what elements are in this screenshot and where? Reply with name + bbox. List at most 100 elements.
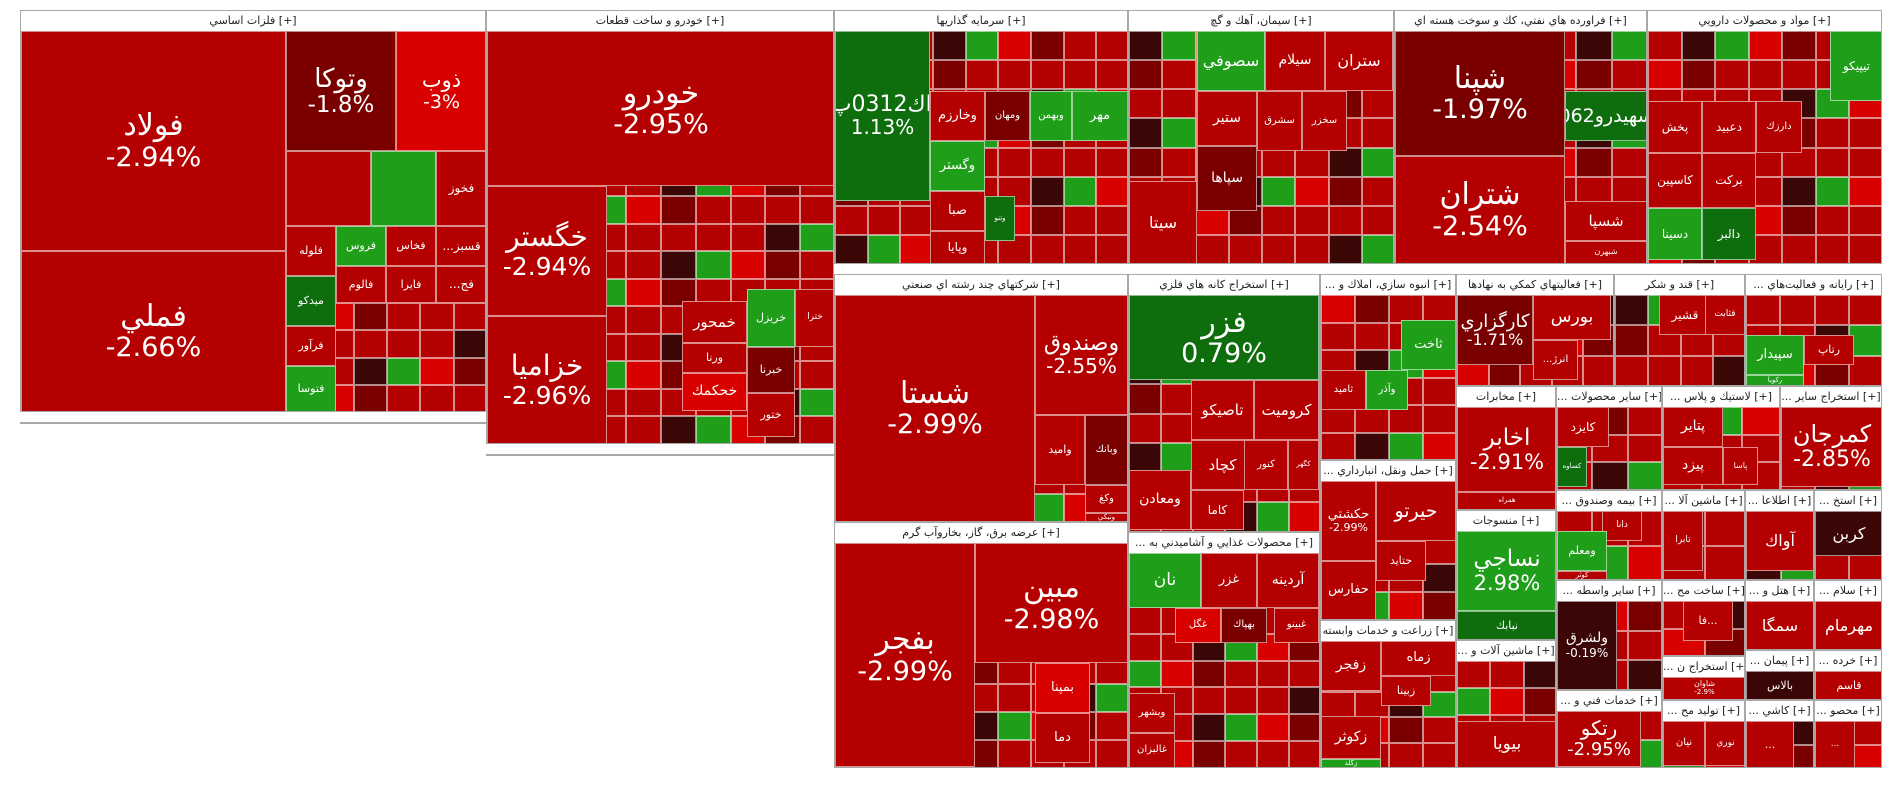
filler-tile[interactable]: [1849, 147, 1881, 177]
stock-tile[interactable]: وگستر: [930, 141, 985, 191]
filler-tile[interactable]: [1063, 147, 1097, 177]
sector-title[interactable]: سرمايه گذاريها [+]: [835, 11, 1127, 32]
stock-tile[interactable]: كنور: [1244, 440, 1288, 490]
filler-tile[interactable]: [867, 234, 901, 263]
stock-tile[interactable]: كمرجان -2.85%: [1781, 407, 1881, 487]
sector-title[interactable]: ... توليد مح [+]: [1663, 701, 1744, 722]
filler-tile[interactable]: [1129, 31, 1163, 61]
filler-tile[interactable]: [1814, 295, 1849, 326]
stock-tile[interactable]: ورنا: [682, 343, 747, 373]
filler-tile[interactable]: [1225, 687, 1257, 715]
filler-tile[interactable]: [1225, 660, 1257, 688]
filler-tile[interactable]: [1389, 432, 1423, 459]
filler-tile[interactable]: [1096, 176, 1127, 206]
filler-tile[interactable]: [420, 330, 454, 358]
sector-title[interactable]: قند و شكر [+]: [1615, 275, 1744, 296]
sector-title[interactable]: ... ساخت مح [+]: [1663, 581, 1744, 602]
filler-tile[interactable]: [765, 251, 801, 279]
filler-tile[interactable]: [353, 357, 388, 385]
filler-tile[interactable]: [1361, 176, 1393, 206]
stock-tile[interactable]: كاسپين: [1648, 153, 1702, 208]
stock-tile[interactable]: سمگا: [1746, 601, 1813, 649]
treemap-sector[interactable]: ... اطلاعا [+] آواك: [1745, 490, 1814, 580]
filler-tile[interactable]: [998, 711, 1031, 740]
stock-tile[interactable]: ولشرق -0.19%: [1557, 601, 1617, 689]
filler-tile[interactable]: [353, 384, 388, 411]
filler-tile[interactable]: [1389, 295, 1423, 323]
filler-tile[interactable]: [1575, 31, 1612, 61]
stock-tile[interactable]: خگستر -2.94%: [487, 186, 607, 316]
filler-tile[interactable]: [1746, 295, 1781, 326]
stock-tile[interactable]: حكشتي -2.99%: [1321, 481, 1376, 561]
filler-tile[interactable]: [998, 147, 1031, 177]
sector-title[interactable]: فعاليتهاي كمكي به نهادها [+]: [1457, 275, 1613, 296]
filler-tile[interactable]: [1129, 118, 1163, 148]
filler-tile[interactable]: [626, 196, 661, 224]
filler-tile[interactable]: [1257, 502, 1289, 531]
filler-tile[interactable]: [1782, 176, 1816, 206]
stock-tile[interactable]: ...: [1746, 721, 1794, 767]
stock-tile[interactable]: رتكو -2.95%: [1557, 711, 1641, 767]
filler-tile[interactable]: [626, 251, 661, 279]
filler-tile[interactable]: [1295, 147, 1329, 177]
treemap-sector[interactable]: مواد و محصولات دارويي [+] تيپيكو دارزك دعبي…: [1647, 10, 1882, 264]
filler-tile[interactable]: [1162, 89, 1196, 119]
stock-tile[interactable]: خزاميا -2.96%: [487, 316, 607, 443]
filler-tile[interactable]: [1096, 31, 1127, 61]
filler-tile[interactable]: [1849, 205, 1881, 235]
filler-tile[interactable]: [661, 223, 696, 252]
filler-tile[interactable]: [1193, 714, 1225, 742]
sector-title[interactable]: بانكها و موسسات اعتباري [+]: [21, 423, 485, 424]
stock-tile[interactable]: [371, 151, 436, 226]
filler-tile[interactable]: [1849, 118, 1881, 148]
treemap-sector[interactable]: سرمايه گذاريها [+]سراك0312پ011.13%وخارزم…: [834, 10, 1128, 264]
filler-tile[interactable]: [1423, 432, 1455, 459]
filler-tile[interactable]: [1096, 205, 1127, 235]
sector-title[interactable]: فلزات اساسي [+]: [21, 11, 485, 32]
filler-tile[interactable]: [1129, 60, 1163, 90]
filler-tile[interactable]: [1193, 660, 1225, 688]
filler-tile[interactable]: [1361, 118, 1393, 148]
filler-tile[interactable]: [626, 333, 661, 362]
filler-tile[interactable]: [1161, 660, 1193, 688]
sector-title[interactable]: ... محصولات غذايي و آشاميدني به [+]: [1129, 533, 1319, 554]
stock-tile[interactable]: سپاها: [1197, 146, 1257, 211]
filler-tile[interactable]: [695, 223, 731, 252]
filler-tile[interactable]: [1161, 443, 1193, 473]
sector-title[interactable]: مخابرات [+]: [1457, 387, 1555, 408]
treemap-sector[interactable]: سيمان، آهك و گچ [+] سصوفي سيلام ستران ستير سش…: [1128, 10, 1394, 264]
stock-tile[interactable]: قشير: [1659, 295, 1711, 335]
filler-tile[interactable]: [1129, 660, 1161, 688]
stock-tile[interactable]: دعبيد: [1702, 101, 1756, 153]
filler-tile[interactable]: [900, 234, 933, 263]
filler-tile[interactable]: [1129, 89, 1163, 119]
treemap-sector[interactable]: ... هتل و [+] سمگا: [1745, 580, 1814, 650]
stock-tile[interactable]: ستير: [1197, 91, 1257, 146]
filler-tile[interactable]: [1615, 355, 1648, 385]
filler-tile[interactable]: [1129, 606, 1161, 634]
filler-tile[interactable]: [626, 306, 661, 334]
filler-tile[interactable]: [353, 303, 388, 331]
filler-tile[interactable]: [387, 357, 421, 385]
treemap-sector[interactable]: ... ساخت مح [+] فا...: [1662, 580, 1745, 656]
filler-tile[interactable]: [1031, 205, 1064, 235]
stock-tile[interactable]: ثاميد: [1321, 370, 1366, 410]
stock-tile[interactable]: همراه: [1457, 492, 1555, 509]
filler-tile[interactable]: [626, 361, 661, 389]
filler-tile[interactable]: [626, 388, 661, 417]
sector-title[interactable]: ... كاشي [+]: [1746, 701, 1813, 722]
stock-tile[interactable]: پيزد: [1663, 447, 1723, 485]
filler-tile[interactable]: [1361, 234, 1393, 263]
stock-tile[interactable]: مهرمام: [1815, 601, 1881, 649]
filler-tile[interactable]: [695, 196, 731, 224]
sector-title[interactable]: فراورده هاي نفتي، كك و سوخت هسته اي [+]: [1395, 11, 1646, 32]
stock-tile[interactable]: حيرتو: [1376, 481, 1455, 541]
filler-tile[interactable]: [1096, 711, 1127, 740]
filler-tile[interactable]: [1161, 383, 1193, 414]
filler-tile[interactable]: [1063, 176, 1097, 206]
stock-tile[interactable]: سيلام: [1265, 31, 1325, 91]
filler-tile[interactable]: [1627, 660, 1661, 689]
filler-tile[interactable]: [730, 251, 766, 279]
stock-tile[interactable]: وتنو: [985, 196, 1015, 241]
stock-tile[interactable]: شتران -2.54%: [1395, 156, 1565, 263]
